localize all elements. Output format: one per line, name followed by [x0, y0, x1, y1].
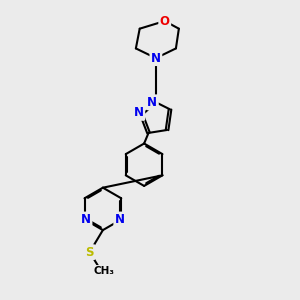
Text: N: N — [151, 52, 161, 64]
Text: S: S — [85, 246, 94, 259]
Text: N: N — [81, 213, 91, 226]
Text: CH₃: CH₃ — [94, 266, 115, 276]
Text: O: O — [160, 14, 170, 28]
Text: N: N — [134, 106, 144, 119]
Text: N: N — [147, 96, 158, 109]
Text: N: N — [115, 213, 125, 226]
